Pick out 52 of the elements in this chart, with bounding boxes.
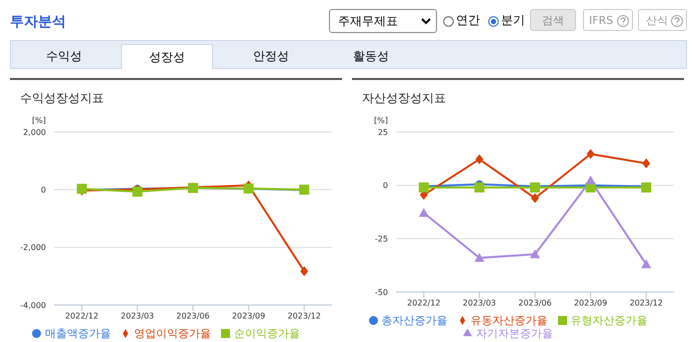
legend-label: 영업이익증가율 [134,327,211,340]
y-tick-label: 2,000 [23,128,46,137]
x-tick-label: 2023/09 [574,298,608,308]
legend-label: 유동자산증가율 [470,314,548,327]
text: 활동성 [352,48,390,65]
y-tick-label: -4,000 [20,300,46,310]
y-tick-label: -50 [374,288,388,297]
point [475,154,484,164]
text: 검색 [530,9,576,31]
y-axis-title: [%] [374,116,388,125]
point [641,259,652,268]
legend-label: 순이익증가율 [234,327,300,340]
legend-label: 매출액증가율 [45,327,111,340]
x-tick-label: 2023/12 [288,312,321,321]
point [530,249,540,258]
x-tick-label: 2023/06 [518,298,552,308]
y-tick-label: 25 [378,128,388,137]
y-tick-label: 0 [382,181,388,190]
point [642,158,650,168]
x-tick-label: 2023/03 [462,298,496,308]
x-tick-label: 2023/09 [232,312,266,321]
x-tick-label: 2023/03 [120,312,154,321]
point [531,193,539,204]
point [474,182,484,192]
x-tick-label: 2022/12 [407,298,440,308]
text: 투자분석 [10,13,66,31]
x-tick-label: 2023/06 [176,312,210,321]
x-tick-label: 2022/12 [65,312,98,321]
chart-title: 자산성장성지표 [362,90,446,107]
y-tick-label: -2,000 [20,243,46,252]
legend-label: 자기자본증가율 [476,327,553,340]
point [586,148,595,159]
text: 분기 [501,12,525,29]
point [300,266,308,276]
point [474,252,484,262]
y-tick-label: 0 [40,186,46,195]
point [132,186,142,197]
point [586,175,596,184]
x-tick-label: 2023/12 [630,298,663,308]
legend-label: 유형자산증가율 [570,314,648,327]
point [418,208,429,217]
text: 수익성 [45,48,83,65]
legend-label: 총자산증가율 [382,314,448,327]
text: 성장성 [121,44,213,69]
text: IFRS [583,9,633,31]
text: 안정성 [252,48,290,65]
chart-title: 수익성장성지표 [20,90,104,107]
dropdown-field: 주재무제표 [329,9,437,33]
y-tick-label: -25 [374,234,388,244]
y-axis-title: [%] [32,116,46,125]
text: 연간 [456,12,480,29]
text: 산식 [638,9,687,31]
